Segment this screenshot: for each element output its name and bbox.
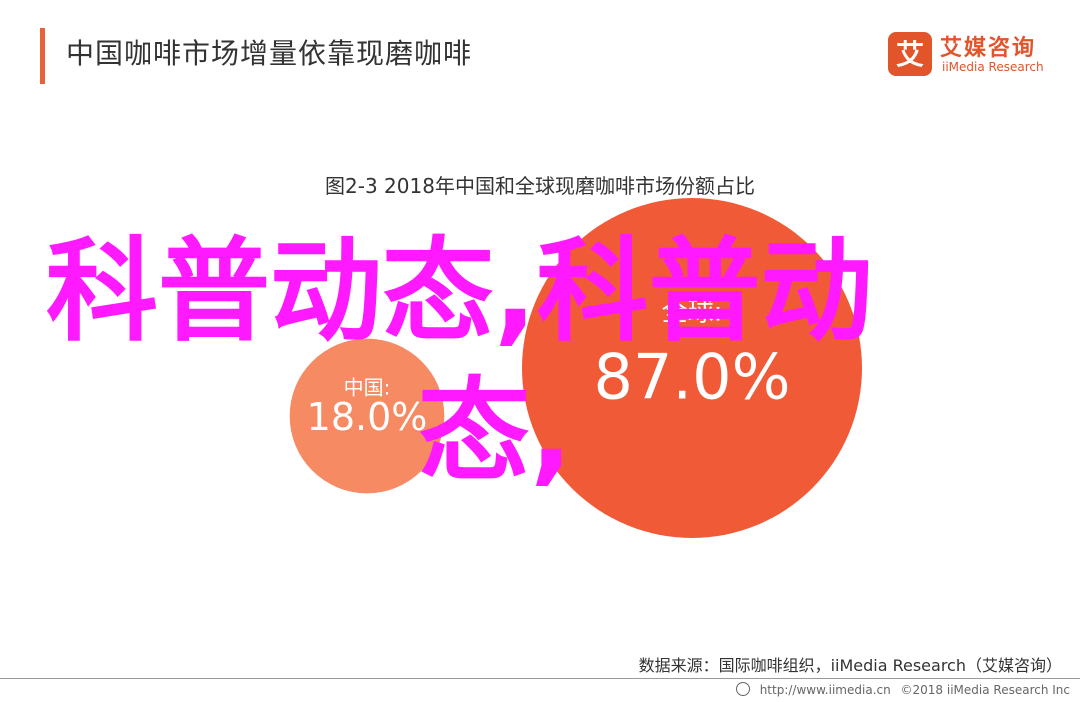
title-accent-bar (40, 28, 45, 84)
bubble-series-label: 全球: (662, 297, 723, 327)
header: 中国咖啡市场增量依靠现磨咖啡 艾 艾媒咨询 iiMedia Research (0, 0, 1080, 100)
logo-mark-icon: 艾 (888, 32, 932, 76)
bubble-global (522, 198, 862, 538)
footer-copyright: ©2018 iiMedia Research Inc (900, 683, 1070, 697)
bubble-chart: 中国:18.0% 全球: 87.0% (289, 198, 862, 538)
globe-icon (735, 682, 750, 696)
bubble-series-label: 中国: (344, 375, 391, 399)
logo-name-cn: 艾媒咨询 (940, 36, 1037, 61)
logo-name-en: iiMedia Research (942, 60, 1044, 74)
brand-logo: 艾 艾媒咨询 iiMedia Research (886, 30, 1066, 82)
footer-divider (0, 678, 1080, 679)
bubble-china (289, 338, 445, 494)
chart-title: 图2-3 2018年中国和全球现磨咖啡市场份额占比 (325, 174, 755, 198)
data-source-note: 数据来源：国际咖啡组织，iiMedia Research（艾媒咨询） (638, 656, 1062, 675)
footer: http://www.iimedia.cn ©2018 iiMedia Rese… (730, 682, 1070, 697)
page-title: 中国咖啡市场增量依靠现磨咖啡 (66, 37, 473, 70)
bubble-value-label: 18.0% (307, 395, 428, 439)
chart-area: 图2-3 2018年中国和全球现磨咖啡市场份额占比 中国: 18.0% 全球: 87.… (0, 100, 1080, 660)
footer-url[interactable]: http://www.iimedia.cn (759, 683, 891, 697)
logo-mark-glyph: 艾 (896, 38, 924, 71)
bubble-value-label: 87.0% (594, 341, 791, 414)
